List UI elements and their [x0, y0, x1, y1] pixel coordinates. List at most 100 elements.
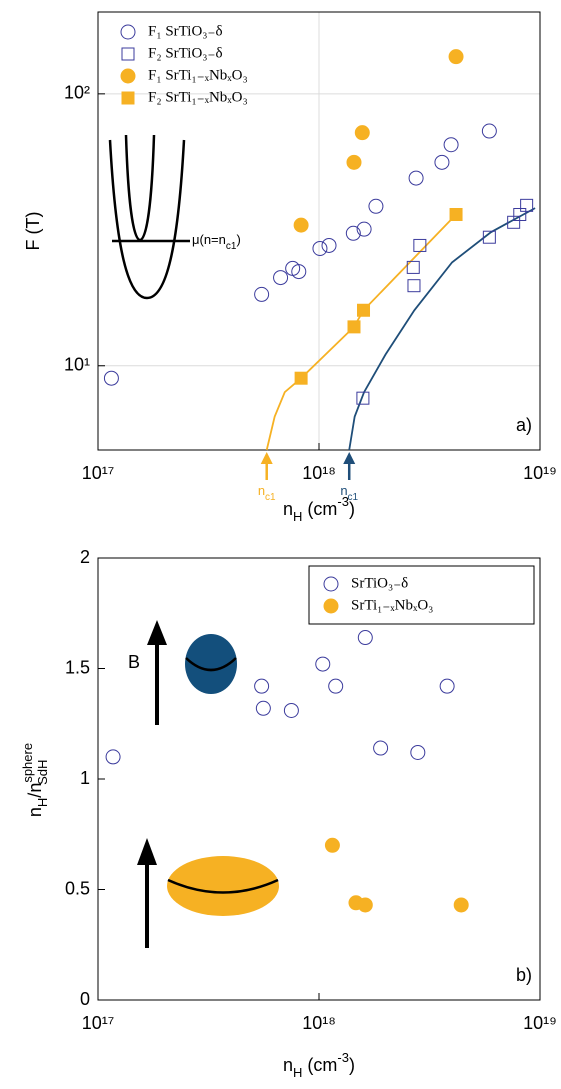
marker — [321, 237, 337, 253]
nc1-arrow-head — [343, 452, 356, 464]
ellipsoid — [167, 856, 279, 916]
marker — [373, 740, 389, 756]
marker — [513, 207, 527, 221]
label-part: c1 — [348, 492, 359, 503]
label-part: n — [283, 1055, 293, 1075]
label-part: (cm — [302, 1055, 337, 1075]
marker — [357, 303, 371, 317]
x-tick-label: 10¹⁷ — [82, 1013, 115, 1033]
fit-curve — [265, 213, 457, 451]
marker — [448, 49, 464, 65]
marker — [328, 678, 344, 694]
label-part: ) — [349, 1055, 355, 1075]
nc1-label: nc1 — [258, 483, 276, 503]
marker — [283, 702, 299, 718]
mu-label: μ(n=nc1) — [192, 232, 241, 252]
marker — [520, 198, 534, 212]
marker — [481, 123, 497, 139]
legend-marker — [120, 24, 136, 40]
legend-label: SrTi₁₋ₓNbₓO₃ — [351, 597, 433, 613]
marker — [324, 837, 340, 853]
y-tick-label: 0 — [80, 989, 90, 1009]
marker — [357, 630, 373, 646]
marker — [413, 238, 427, 252]
arrow-head — [147, 620, 167, 645]
marker — [273, 270, 289, 286]
y-tick-label: 1.5 — [65, 657, 90, 677]
marker — [105, 749, 121, 765]
legend-label: F₁ SrTi₁₋ₓNbₓO₃ — [148, 67, 248, 83]
y-axis-label: F (T) — [23, 212, 43, 251]
legend-marker — [121, 47, 135, 61]
label-part: H — [293, 1065, 302, 1080]
marker — [254, 286, 270, 302]
marker — [408, 170, 424, 186]
legend-marker — [121, 91, 135, 105]
label-part: H — [293, 509, 302, 524]
field-label: B — [128, 652, 140, 672]
label-part: c1 — [265, 492, 276, 503]
marker — [254, 678, 270, 694]
legend-marker — [120, 68, 136, 84]
y-tick-label: 1 — [80, 768, 90, 788]
marker — [354, 125, 370, 141]
label-part: H — [35, 798, 50, 807]
marker — [103, 370, 119, 386]
x-axis-label: nH (cm-3) — [283, 494, 355, 524]
marker — [315, 656, 331, 672]
x-tick-label: 10¹⁹ — [523, 463, 557, 483]
label-part: SdH — [35, 760, 50, 785]
y-tick-label: 2 — [80, 547, 90, 567]
label-part: -3 — [337, 494, 349, 509]
fit-curve — [348, 207, 536, 451]
orbit — [167, 878, 279, 894]
marker — [453, 897, 469, 913]
marker — [291, 264, 307, 280]
label-part: -3 — [337, 1050, 349, 1065]
label-part: n — [25, 807, 45, 817]
legend-label: F₁ SrTiO₃₋δ — [148, 23, 223, 39]
marker — [345, 225, 361, 241]
x-tick-label: 10¹⁷ — [82, 463, 115, 483]
label-part: (cm — [302, 499, 337, 519]
panel-label: a) — [516, 415, 532, 435]
y-tick-label: 0.5 — [65, 878, 90, 898]
legend-label: SrTiO₃₋δ — [351, 575, 408, 591]
marker — [356, 391, 370, 405]
y-tick-label: 10¹ — [64, 355, 90, 375]
marker — [443, 137, 459, 153]
marker — [356, 221, 372, 237]
band-sketch — [108, 134, 190, 300]
marker — [312, 240, 328, 256]
label-part: c1 — [226, 241, 237, 252]
marker — [439, 678, 455, 694]
legend-label: F₂ SrTi₁₋ₓNbₓO₃ — [148, 89, 248, 105]
marker — [347, 320, 361, 334]
marker — [406, 260, 420, 274]
orbit — [185, 657, 237, 672]
fermi-surface-sketch — [137, 620, 279, 948]
marker — [434, 154, 450, 170]
parabola — [108, 139, 186, 300]
label-part: sphere — [20, 743, 35, 783]
label-part: n — [340, 483, 347, 498]
x-tick-label: 10¹⁸ — [302, 463, 336, 483]
marker — [368, 198, 384, 214]
marker — [407, 279, 421, 293]
marker — [255, 700, 271, 716]
x-tick-label: 10¹⁹ — [523, 1013, 557, 1033]
label-part: n — [283, 499, 293, 519]
arrow-head — [137, 838, 157, 865]
legend-marker — [323, 576, 339, 592]
marker — [346, 154, 362, 170]
x-tick-label: 10¹⁸ — [302, 1013, 336, 1033]
panel-label: b) — [516, 965, 532, 985]
label-part: n — [258, 483, 265, 498]
legend-marker — [323, 598, 339, 614]
label-part: /n — [25, 783, 45, 798]
legend-box — [308, 565, 535, 625]
label-part: ) — [349, 499, 355, 519]
parabola — [124, 134, 156, 242]
